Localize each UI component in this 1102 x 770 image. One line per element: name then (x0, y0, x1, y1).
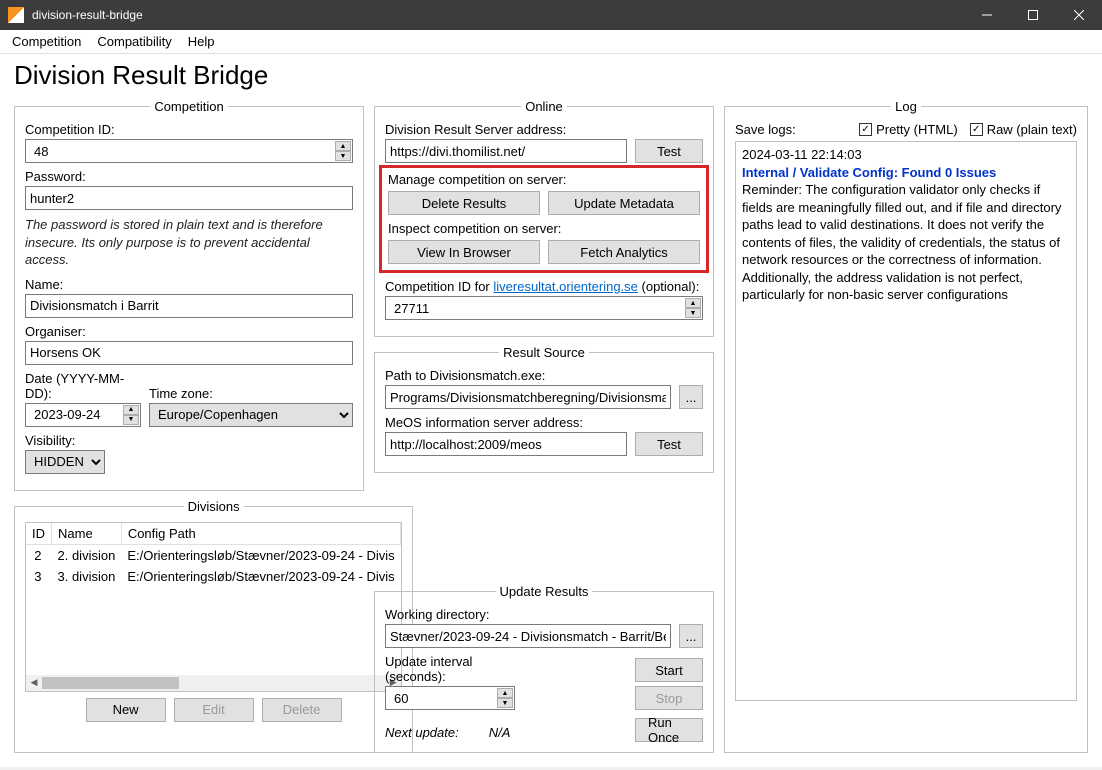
titlebar: division-result-bridge (0, 0, 1102, 30)
manage-label: Manage competition on server: (388, 172, 700, 187)
spin-up-icon[interactable]: ▲ (335, 141, 351, 151)
test-server-button[interactable]: Test (635, 139, 703, 163)
password-hint: The password is stored in plain text and… (25, 216, 353, 269)
divisions-table[interactable]: ID Name Config Path 2 2. division E:/Ori… (25, 522, 402, 692)
inspect-label: Inspect competition on server: (388, 221, 700, 236)
divmatch-path-input[interactable] (385, 385, 671, 409)
menubar: Competition Compatibility Help (0, 30, 1102, 54)
new-division-button[interactable]: New (86, 698, 166, 722)
name-label: Name: (25, 277, 353, 292)
run-once-button[interactable]: Run Once (635, 718, 703, 742)
close-button[interactable] (1056, 0, 1102, 30)
minimize-button[interactable] (964, 0, 1010, 30)
pretty-checkbox[interactable]: ✓Pretty (HTML) (859, 122, 958, 137)
update-results-legend: Update Results (496, 584, 593, 599)
divmatch-path-label: Path to Divisionsmatch.exe: (385, 368, 703, 383)
divisions-group: Divisions ID Name Config Path 2 2. divis… (14, 499, 413, 753)
online-group: Online Division Result Server address: T… (374, 99, 714, 337)
meos-address-label: MeOS information server address: (385, 415, 703, 430)
scroll-left-icon[interactable]: ◀ (26, 675, 42, 691)
update-metadata-button[interactable]: Update Metadata (548, 191, 700, 215)
raw-checkbox[interactable]: ✓Raw (plain text) (970, 122, 1077, 137)
hscrollbar[interactable]: ◀ ▶ (26, 675, 401, 691)
log-timestamp: 2024-03-11 22:14:03 (742, 146, 1070, 164)
result-source-group: Result Source Path to Divisionsmatch.exe… (374, 345, 714, 473)
date-label: Date (YYYY-MM-DD): (25, 371, 141, 401)
server-address-label: Division Result Server address: (385, 122, 703, 137)
menu-competition[interactable]: Competition (4, 31, 89, 52)
next-update-label: Next update: (385, 725, 459, 740)
password-label: Password: (25, 169, 353, 184)
password-input[interactable] (25, 186, 353, 210)
browse-wd-button[interactable]: ... (679, 624, 703, 648)
working-dir-label: Working directory: (385, 607, 703, 622)
divisions-legend: Divisions (184, 499, 244, 514)
delete-results-button[interactable]: Delete Results (388, 191, 540, 215)
spin-down-icon[interactable]: ▼ (335, 151, 351, 161)
save-logs-label: Save logs: (735, 122, 796, 137)
log-group: Log Save logs: ✓Pretty (HTML) ✓Raw (plai… (724, 99, 1088, 753)
page-title: Division Result Bridge (14, 60, 1088, 91)
menu-compatibility[interactable]: Compatibility (89, 31, 179, 52)
delete-division-button[interactable]: Delete (262, 698, 342, 722)
competition-legend: Competition (150, 99, 227, 114)
liveresultat-id-input[interactable]: ▲▼ (385, 296, 703, 320)
competition-id-input[interactable]: ▲▼ (25, 139, 353, 163)
meos-address-input[interactable] (385, 432, 627, 456)
date-input[interactable]: ▲▼ (25, 403, 141, 427)
stop-button[interactable]: Stop (635, 686, 703, 710)
timezone-select[interactable]: Europe/Copenhagen (149, 403, 353, 427)
browse-divmatch-button[interactable]: ... (679, 385, 703, 409)
visibility-label: Visibility: (25, 433, 353, 448)
window-title: division-result-bridge (32, 8, 964, 22)
fetch-analytics-button[interactable]: Fetch Analytics (548, 240, 700, 264)
result-source-legend: Result Source (499, 345, 589, 360)
competition-id-label: Competition ID: (25, 122, 353, 137)
interval-label: Update interval (seconds): (385, 654, 515, 684)
menu-help[interactable]: Help (180, 31, 223, 52)
visibility-select[interactable]: HIDDEN (25, 450, 105, 474)
highlighted-region: Manage competition on server: Delete Res… (379, 165, 709, 273)
log-legend: Log (891, 99, 921, 114)
col-name[interactable]: Name (52, 523, 122, 545)
test-meos-button[interactable]: Test (635, 432, 703, 456)
interval-input[interactable]: ▲▼ (385, 686, 515, 710)
edit-division-button[interactable]: Edit (174, 698, 254, 722)
liveresultat-link[interactable]: liveresultat.orientering.se (493, 279, 638, 294)
table-row[interactable]: 2 2. division E:/Orienteringsløb/Stævner… (26, 544, 401, 566)
update-results-group: Update Results Working directory: ... Up… (374, 584, 714, 753)
page-header: Division Result Bridge (0, 54, 1102, 93)
liveresultat-label: Competition ID for liveresultat.orienter… (385, 279, 703, 294)
log-output[interactable]: 2024-03-11 22:14:03 Internal / Validate … (735, 141, 1077, 701)
start-button[interactable]: Start (635, 658, 703, 682)
col-path[interactable]: Config Path (121, 523, 400, 545)
log-heading: Internal / Validate Config: Found 0 Issu… (742, 164, 1070, 182)
organiser-label: Organiser: (25, 324, 353, 339)
timezone-label: Time zone: (149, 386, 353, 401)
col-id[interactable]: ID (26, 523, 52, 545)
scroll-thumb[interactable] (42, 677, 179, 689)
working-dir-input[interactable] (385, 624, 671, 648)
competition-group: Competition Competition ID: ▲▼ Password:… (14, 99, 364, 491)
server-address-input[interactable] (385, 139, 627, 163)
view-in-browser-button[interactable]: View In Browser (388, 240, 540, 264)
name-input[interactable] (25, 294, 353, 318)
online-legend: Online (521, 99, 567, 114)
app-icon (8, 7, 24, 23)
organiser-input[interactable] (25, 341, 353, 365)
log-body: Reminder: The configuration validator on… (742, 181, 1070, 304)
maximize-button[interactable] (1010, 0, 1056, 30)
next-update-value: N/A (489, 725, 511, 740)
table-row[interactable]: 3 3. division E:/Orienteringsløb/Stævner… (26, 566, 401, 587)
